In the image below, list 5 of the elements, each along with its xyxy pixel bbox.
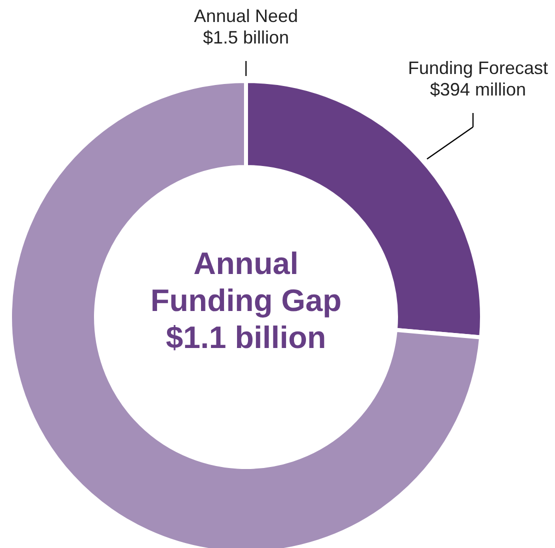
slice-label: Annual Funding Gap (150, 246, 342, 318)
slice-label: Funding Forecast (408, 58, 548, 78)
text: Annual Need $1.5 billion (194, 6, 298, 48)
data-label: $394 million (430, 80, 526, 100)
text: $1.1 billion (166, 320, 326, 355)
